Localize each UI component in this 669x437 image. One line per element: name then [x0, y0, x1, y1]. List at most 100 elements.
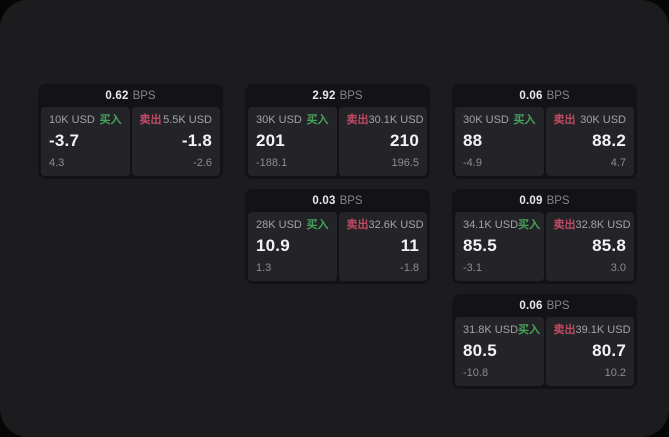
buy-sub-value: -4.9 [463, 157, 482, 169]
sell-side-label: 卖出 [553, 219, 576, 231]
sell-sub-value: -1.8 [400, 262, 419, 274]
sell-panel[interactable]: 卖出 39.1K USD 80.7 10.2 [545, 317, 634, 386]
sell-price: 80.7 [592, 341, 626, 360]
quote-card: 2.92 BPS 30K USD 买入 201 -188.1 卖出 30.1K … [245, 84, 430, 179]
sell-size-label: 32.8K USD [575, 219, 631, 231]
buy-panel-top: 28K USD 买入 [256, 219, 329, 232]
sell-size-label: 30.1K USD [368, 114, 424, 126]
buy-sub-value: 4.3 [49, 157, 65, 169]
buy-size-label: 10K USD [49, 114, 95, 126]
sell-price: 88.2 [592, 131, 626, 150]
sell-sub-value: 4.7 [610, 157, 626, 169]
sell-size-label: 32.6K USD [368, 219, 424, 231]
sell-panel[interactable]: 卖出 32.8K USD 85.8 3.0 [545, 212, 634, 281]
buy-panel[interactable]: 28K USD 买入 10.9 1.3 [248, 212, 337, 281]
quote-panels: 34.1K USD 买入 85.5 -3.1 卖出 32.8K USD 85.8… [455, 212, 634, 281]
buy-panel[interactable]: 30K USD 买入 88 -4.9 [455, 107, 544, 176]
buy-side-label: 买入 [518, 324, 541, 336]
buy-price: 85.5 [463, 236, 497, 255]
sell-side-label: 卖出 [553, 324, 576, 336]
quote-card: 0.06 BPS 30K USD 买入 88 -4.9 卖出 30K USD 8… [452, 84, 637, 179]
buy-side-label: 买入 [306, 114, 329, 126]
bps-unit: BPS [546, 299, 570, 312]
buy-panel-top: 30K USD 买入 [463, 114, 536, 127]
sell-size-label: 5.5K USD [163, 114, 212, 126]
buy-panel[interactable]: 31.8K USD 买入 80.5 -10.8 [455, 317, 544, 386]
sell-sub-value: 3.0 [610, 262, 626, 274]
card-header: 2.92 BPS [245, 84, 430, 107]
quote-panels: 30K USD 买入 88 -4.9 卖出 30K USD 88.2 4.7 [455, 107, 634, 176]
bps-unit: BPS [339, 89, 363, 102]
sell-price: 210 [390, 131, 419, 150]
sell-sub-value: 196.5 [391, 157, 419, 169]
card-header: 0.62 BPS [38, 84, 223, 107]
buy-size-label: 30K USD [256, 114, 302, 126]
quote-card: 0.06 BPS 31.8K USD 买入 80.5 -10.8 卖出 39.1… [452, 294, 637, 389]
buy-sub-value: -3.1 [463, 262, 482, 274]
card-header: 0.06 BPS [452, 294, 637, 317]
sell-price: -1.8 [181, 131, 212, 150]
buy-panel-top: 34.1K USD 买入 [463, 219, 540, 232]
sell-panel-top: 卖出 5.5K USD [140, 114, 213, 127]
sell-sub-value: 10.2 [604, 367, 626, 379]
buy-size-label: 31.8K USD [463, 324, 519, 336]
card-header: 0.09 BPS [452, 189, 637, 212]
buy-side-label: 买入 [518, 219, 541, 231]
buy-price: 10.9 [256, 236, 290, 255]
sell-panel[interactable]: 卖出 32.6K USD 11 -1.8 [338, 212, 427, 281]
buy-size-label: 28K USD [256, 219, 302, 231]
bps-value: 0.09 [519, 194, 543, 207]
buy-side-label: 买入 [306, 219, 329, 231]
buy-panel-top: 31.8K USD 买入 [463, 324, 540, 337]
quote-panels: 31.8K USD 买入 80.5 -10.8 卖出 39.1K USD 80.… [455, 317, 634, 386]
sell-panel-top: 卖出 30.1K USD [346, 114, 424, 127]
bps-unit: BPS [339, 194, 363, 207]
sell-side-label: 卖出 [346, 114, 369, 126]
sell-panel[interactable]: 卖出 5.5K USD -1.8 -2.6 [131, 107, 220, 176]
buy-price: 201 [256, 131, 285, 150]
quote-panels: 28K USD 买入 10.9 1.3 卖出 32.6K USD 11 -1.8 [248, 212, 427, 281]
bps-value: 0.06 [519, 89, 543, 102]
sell-size-label: 39.1K USD [575, 324, 631, 336]
quote-card: 0.03 BPS 28K USD 买入 10.9 1.3 卖出 32.6K US… [245, 189, 430, 284]
buy-sub-value: -188.1 [256, 157, 288, 169]
sell-panel-top: 卖出 30K USD [554, 114, 627, 127]
buy-price: -3.7 [49, 131, 80, 150]
quote-card-grid: 0.62 BPS 10K USD 买入 -3.7 4.3 卖出 5.5K USD… [38, 84, 637, 389]
bps-value: 2.92 [312, 89, 336, 102]
sell-panel[interactable]: 卖出 30K USD 88.2 4.7 [545, 107, 634, 176]
bps-value: 0.06 [519, 299, 543, 312]
sell-side-label: 卖出 [139, 114, 162, 126]
buy-panel[interactable]: 30K USD 买入 201 -188.1 [248, 107, 337, 176]
sell-panel-top: 卖出 39.1K USD [553, 324, 631, 337]
sell-panel-top: 卖出 32.8K USD [553, 219, 631, 232]
sell-side-label: 卖出 [553, 114, 576, 126]
buy-sub-value: 1.3 [256, 262, 272, 274]
bps-value: 0.03 [312, 194, 336, 207]
bps-unit: BPS [546, 194, 570, 207]
bps-unit: BPS [132, 89, 156, 102]
buy-panel-top: 10K USD 买入 [49, 114, 122, 127]
buy-side-label: 买入 [513, 114, 536, 126]
sell-panel-top: 卖出 32.6K USD [346, 219, 424, 232]
quote-card: 0.62 BPS 10K USD 买入 -3.7 4.3 卖出 5.5K USD… [38, 84, 223, 179]
sell-price: 11 [400, 236, 419, 255]
buy-size-label: 34.1K USD [463, 219, 519, 231]
buy-panel[interactable]: 10K USD 买入 -3.7 4.3 [41, 107, 130, 176]
buy-size-label: 30K USD [463, 114, 509, 126]
quote-panels: 30K USD 买入 201 -188.1 卖出 30.1K USD 210 1… [248, 107, 427, 176]
buy-side-label: 买入 [99, 114, 122, 126]
sell-sub-value: -2.6 [193, 157, 212, 169]
buy-panel[interactable]: 34.1K USD 买入 85.5 -3.1 [455, 212, 544, 281]
card-header: 0.03 BPS [245, 189, 430, 212]
quote-card: 0.09 BPS 34.1K USD 买入 85.5 -3.1 卖出 32.8K… [452, 189, 637, 284]
card-header: 0.06 BPS [452, 84, 637, 107]
sell-size-label: 30K USD [580, 114, 626, 126]
quote-panels: 10K USD 买入 -3.7 4.3 卖出 5.5K USD -1.8 -2.… [41, 107, 220, 176]
sell-panel[interactable]: 卖出 30.1K USD 210 196.5 [338, 107, 427, 176]
sell-side-label: 卖出 [346, 219, 369, 231]
sell-price: 85.8 [592, 236, 626, 255]
buy-sub-value: -10.8 [463, 367, 489, 379]
buy-price: 80.5 [463, 341, 497, 360]
